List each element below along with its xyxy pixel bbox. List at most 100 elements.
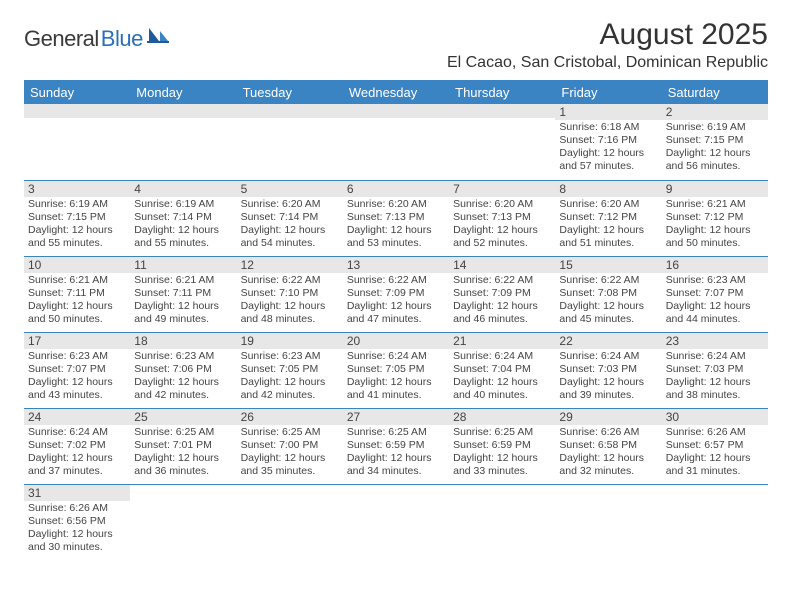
daylight-text: Daylight: 12 hours and 39 minutes.: [559, 376, 657, 402]
daylight-text: Daylight: 12 hours and 56 minutes.: [666, 147, 764, 173]
day-body: Sunrise: 6:25 AMSunset: 6:59 PMDaylight:…: [449, 425, 555, 480]
day-body: Sunrise: 6:19 AMSunset: 7:14 PMDaylight:…: [130, 197, 236, 252]
day-number: 8: [555, 181, 661, 197]
sunrise-text: Sunrise: 6:23 AM: [134, 350, 232, 363]
day-body: Sunrise: 6:26 AMSunset: 6:58 PMDaylight:…: [555, 425, 661, 480]
day-number: 16: [662, 257, 768, 273]
sunrise-text: Sunrise: 6:21 AM: [28, 274, 126, 287]
daylight-text: Daylight: 12 hours and 54 minutes.: [241, 224, 339, 250]
sunset-text: Sunset: 7:10 PM: [241, 287, 339, 300]
sunset-text: Sunset: 7:15 PM: [666, 134, 764, 147]
daylight-text: Daylight: 12 hours and 57 minutes.: [559, 147, 657, 173]
weekday-header: Wednesday: [343, 81, 449, 105]
sunset-text: Sunset: 7:14 PM: [134, 211, 232, 224]
calendar-cell: 3Sunrise: 6:19 AMSunset: 7:15 PMDaylight…: [24, 180, 130, 256]
day-body: Sunrise: 6:21 AMSunset: 7:11 PMDaylight:…: [130, 273, 236, 328]
day-body: Sunrise: 6:26 AMSunset: 6:56 PMDaylight:…: [24, 501, 130, 556]
calendar-cell: 13Sunrise: 6:22 AMSunset: 7:09 PMDayligh…: [343, 256, 449, 332]
daylight-text: Daylight: 12 hours and 42 minutes.: [241, 376, 339, 402]
sunset-text: Sunset: 7:06 PM: [134, 363, 232, 376]
calendar-week-row: 1Sunrise: 6:18 AMSunset: 7:16 PMDaylight…: [24, 104, 768, 180]
daylight-text: Daylight: 12 hours and 34 minutes.: [347, 452, 445, 478]
sunset-text: Sunset: 6:56 PM: [28, 515, 126, 528]
header: General Blue August 2025 El Cacao, San C…: [24, 18, 768, 72]
calendar-cell: [662, 484, 768, 560]
calendar-cell: 29Sunrise: 6:26 AMSunset: 6:58 PMDayligh…: [555, 408, 661, 484]
weekday-header-row: SundayMondayTuesdayWednesdayThursdayFrid…: [24, 81, 768, 105]
day-number: 9: [662, 181, 768, 197]
weekday-header: Thursday: [449, 81, 555, 105]
calendar-cell: [24, 104, 130, 180]
sunset-text: Sunset: 7:04 PM: [453, 363, 551, 376]
sunrise-text: Sunrise: 6:21 AM: [134, 274, 232, 287]
sunset-text: Sunset: 7:12 PM: [559, 211, 657, 224]
calendar-cell: 8Sunrise: 6:20 AMSunset: 7:12 PMDaylight…: [555, 180, 661, 256]
daylight-text: Daylight: 12 hours and 33 minutes.: [453, 452, 551, 478]
location-text: El Cacao, San Cristobal, Dominican Repub…: [447, 54, 768, 72]
day-body: Sunrise: 6:19 AMSunset: 7:15 PMDaylight:…: [662, 120, 768, 175]
calendar-cell: 14Sunrise: 6:22 AMSunset: 7:09 PMDayligh…: [449, 256, 555, 332]
daylight-text: Daylight: 12 hours and 36 minutes.: [134, 452, 232, 478]
calendar-table: SundayMondayTuesdayWednesdayThursdayFrid…: [24, 80, 768, 560]
day-number: 5: [237, 181, 343, 197]
calendar-cell: 23Sunrise: 6:24 AMSunset: 7:03 PMDayligh…: [662, 332, 768, 408]
logo-text-dark: General: [24, 26, 99, 52]
daylight-text: Daylight: 12 hours and 31 minutes.: [666, 452, 764, 478]
calendar-cell: 4Sunrise: 6:19 AMSunset: 7:14 PMDaylight…: [130, 180, 236, 256]
day-number: 2: [662, 104, 768, 120]
sunrise-text: Sunrise: 6:24 AM: [28, 426, 126, 439]
daylight-text: Daylight: 12 hours and 46 minutes.: [453, 300, 551, 326]
sunset-text: Sunset: 7:02 PM: [28, 439, 126, 452]
calendar-cell: 18Sunrise: 6:23 AMSunset: 7:06 PMDayligh…: [130, 332, 236, 408]
day-number: 6: [343, 181, 449, 197]
empty-daynum: [449, 104, 555, 118]
logo-text-blue: Blue: [101, 26, 143, 52]
sunset-text: Sunset: 7:03 PM: [666, 363, 764, 376]
calendar-cell: 17Sunrise: 6:23 AMSunset: 7:07 PMDayligh…: [24, 332, 130, 408]
sunrise-text: Sunrise: 6:20 AM: [453, 198, 551, 211]
weekday-header: Sunday: [24, 81, 130, 105]
day-number: 20: [343, 333, 449, 349]
daylight-text: Daylight: 12 hours and 53 minutes.: [347, 224, 445, 250]
day-number: 4: [130, 181, 236, 197]
calendar-week-row: 17Sunrise: 6:23 AMSunset: 7:07 PMDayligh…: [24, 332, 768, 408]
day-number: 28: [449, 409, 555, 425]
sunrise-text: Sunrise: 6:24 AM: [453, 350, 551, 363]
daylight-text: Daylight: 12 hours and 51 minutes.: [559, 224, 657, 250]
daylight-text: Daylight: 12 hours and 32 minutes.: [559, 452, 657, 478]
day-number: 14: [449, 257, 555, 273]
daylight-text: Daylight: 12 hours and 55 minutes.: [28, 224, 126, 250]
day-body: Sunrise: 6:24 AMSunset: 7:05 PMDaylight:…: [343, 349, 449, 404]
day-number: 12: [237, 257, 343, 273]
sunrise-text: Sunrise: 6:19 AM: [28, 198, 126, 211]
weekday-header: Tuesday: [237, 81, 343, 105]
calendar-cell: [555, 484, 661, 560]
sunrise-text: Sunrise: 6:18 AM: [559, 121, 657, 134]
calendar-cell: [343, 104, 449, 180]
sunset-text: Sunset: 7:14 PM: [241, 211, 339, 224]
daylight-text: Daylight: 12 hours and 30 minutes.: [28, 528, 126, 554]
calendar-cell: 27Sunrise: 6:25 AMSunset: 6:59 PMDayligh…: [343, 408, 449, 484]
calendar-body: 1Sunrise: 6:18 AMSunset: 7:16 PMDaylight…: [24, 104, 768, 560]
calendar-cell: 21Sunrise: 6:24 AMSunset: 7:04 PMDayligh…: [449, 332, 555, 408]
sunset-text: Sunset: 7:01 PM: [134, 439, 232, 452]
day-body: Sunrise: 6:23 AMSunset: 7:07 PMDaylight:…: [662, 273, 768, 328]
sunset-text: Sunset: 7:09 PM: [453, 287, 551, 300]
sunrise-text: Sunrise: 6:26 AM: [28, 502, 126, 515]
calendar-cell: 25Sunrise: 6:25 AMSunset: 7:01 PMDayligh…: [130, 408, 236, 484]
daylight-text: Daylight: 12 hours and 49 minutes.: [134, 300, 232, 326]
day-body: Sunrise: 6:20 AMSunset: 7:13 PMDaylight:…: [343, 197, 449, 252]
sunrise-text: Sunrise: 6:24 AM: [559, 350, 657, 363]
weekday-header: Saturday: [662, 81, 768, 105]
empty-daynum: [24, 104, 130, 118]
calendar-cell: 9Sunrise: 6:21 AMSunset: 7:12 PMDaylight…: [662, 180, 768, 256]
daylight-text: Daylight: 12 hours and 35 minutes.: [241, 452, 339, 478]
sunset-text: Sunset: 6:57 PM: [666, 439, 764, 452]
calendar-cell: 26Sunrise: 6:25 AMSunset: 7:00 PMDayligh…: [237, 408, 343, 484]
daylight-text: Daylight: 12 hours and 50 minutes.: [28, 300, 126, 326]
day-number: 29: [555, 409, 661, 425]
sunset-text: Sunset: 7:13 PM: [453, 211, 551, 224]
day-number: 24: [24, 409, 130, 425]
day-body: Sunrise: 6:23 AMSunset: 7:07 PMDaylight:…: [24, 349, 130, 404]
calendar-cell: [130, 484, 236, 560]
